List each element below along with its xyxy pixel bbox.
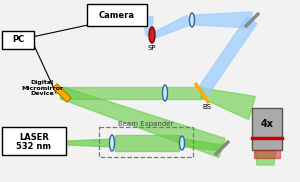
Text: Digital
Micromirror
Device: Digital Micromirror Device xyxy=(21,80,63,96)
Polygon shape xyxy=(201,88,255,120)
Text: 532 nm: 532 nm xyxy=(16,142,52,151)
Text: Camera: Camera xyxy=(99,11,135,19)
Polygon shape xyxy=(115,135,179,151)
Text: Beam Expander: Beam Expander xyxy=(118,121,174,127)
Ellipse shape xyxy=(190,13,194,27)
Polygon shape xyxy=(68,139,112,147)
Polygon shape xyxy=(255,150,276,165)
Text: SP: SP xyxy=(148,45,156,51)
Polygon shape xyxy=(197,17,257,96)
Polygon shape xyxy=(254,150,280,158)
FancyBboxPatch shape xyxy=(252,108,282,150)
Text: PC: PC xyxy=(12,35,24,45)
Polygon shape xyxy=(62,87,202,99)
Polygon shape xyxy=(154,15,191,38)
Polygon shape xyxy=(53,84,71,102)
Ellipse shape xyxy=(179,136,184,150)
Ellipse shape xyxy=(163,85,167,101)
Text: 4x: 4x xyxy=(260,119,274,129)
Text: BS: BS xyxy=(202,104,211,110)
FancyBboxPatch shape xyxy=(87,4,147,26)
Ellipse shape xyxy=(110,135,115,151)
FancyBboxPatch shape xyxy=(2,127,66,155)
Polygon shape xyxy=(60,87,225,157)
Polygon shape xyxy=(143,17,153,35)
Text: LASER: LASER xyxy=(19,133,49,142)
Polygon shape xyxy=(195,12,252,28)
FancyBboxPatch shape xyxy=(2,31,34,49)
Ellipse shape xyxy=(149,27,155,43)
Polygon shape xyxy=(184,139,222,151)
